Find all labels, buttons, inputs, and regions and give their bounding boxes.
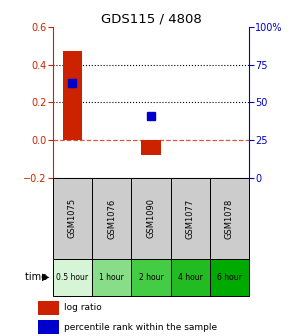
Text: ▶: ▶ [42, 272, 50, 282]
Text: GSM1078: GSM1078 [225, 198, 234, 239]
Bar [53, 259, 92, 296]
Bar [92, 178, 131, 259]
Bar [210, 178, 249, 259]
Text: GSM1076: GSM1076 [107, 198, 116, 239]
Bar [63, 51, 82, 140]
Bar [53, 178, 92, 259]
Bar [171, 259, 210, 296]
Bar [131, 259, 171, 296]
Bar [210, 259, 249, 296]
Bar [38, 301, 59, 314]
Text: GSM1075: GSM1075 [68, 198, 77, 239]
Text: GSM1077: GSM1077 [186, 198, 195, 239]
Text: percentile rank within the sample: percentile rank within the sample [64, 323, 218, 332]
Bar [131, 178, 171, 259]
Bar [141, 140, 161, 156]
Text: 1 hour: 1 hour [99, 273, 124, 282]
Bar [38, 321, 59, 334]
Bar [92, 259, 131, 296]
Text: time: time [25, 272, 50, 282]
Text: 4 hour: 4 hour [178, 273, 202, 282]
Text: 6 hour: 6 hour [217, 273, 242, 282]
Bar [171, 178, 210, 259]
Text: 2 hour: 2 hour [139, 273, 163, 282]
Text: GSM1090: GSM1090 [146, 198, 155, 239]
Text: log ratio: log ratio [64, 303, 102, 312]
Text: 0.5 hour: 0.5 hour [56, 273, 88, 282]
Title: GDS115 / 4808: GDS115 / 4808 [100, 13, 201, 26]
